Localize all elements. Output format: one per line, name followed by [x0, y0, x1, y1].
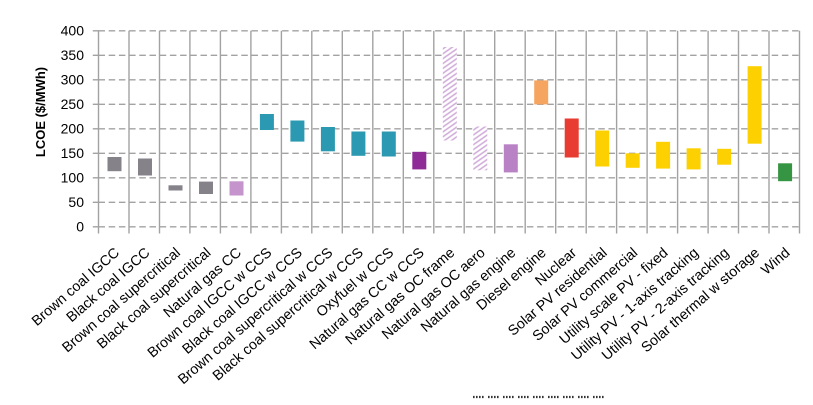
- svg-text:50: 50: [68, 194, 84, 210]
- svg-text:0: 0: [76, 219, 84, 235]
- svg-text:200: 200: [61, 121, 85, 137]
- svg-text:250: 250: [61, 96, 85, 112]
- svg-text:300: 300: [61, 72, 85, 88]
- svg-text:LCOE ($/MWh): LCOE ($/MWh): [33, 67, 48, 157]
- svg-text:400: 400: [61, 23, 85, 39]
- svg-text:350: 350: [61, 47, 85, 63]
- svg-text:150: 150: [61, 145, 85, 161]
- svg-text:100: 100: [61, 170, 85, 186]
